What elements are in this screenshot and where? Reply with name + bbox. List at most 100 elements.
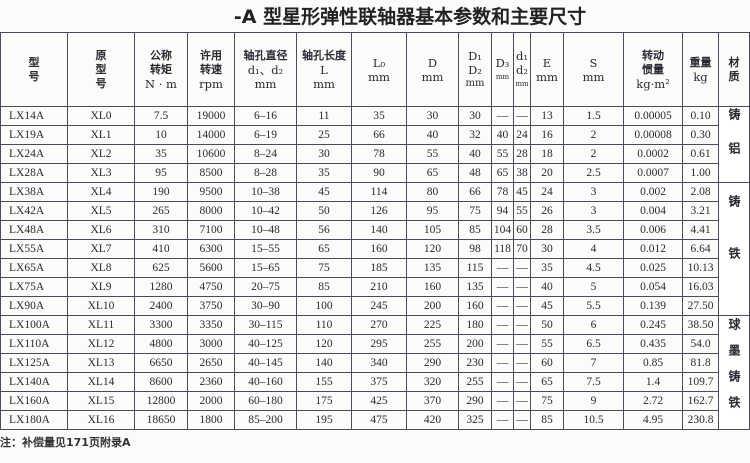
table-row: LX48A XL6 310 7100 10–48 56 140 105 85 104 60 28 3.5… xyxy=(0,220,750,240)
column-header: 公称 转矩 N · m xyxy=(134,32,188,107)
table-row: LX28A XL3 95 8500 8–28 35 90 65 48 65 38 20 2.5 0.000… xyxy=(0,163,750,183)
material-cell: 铸铁 xyxy=(718,182,750,316)
table-cell: 162.7 xyxy=(682,391,719,411)
table-cell: 0.00005 xyxy=(623,106,683,126)
table-cell: 4.5 xyxy=(563,258,624,278)
column-header: d₁ d₂ mm xyxy=(513,32,531,107)
table-cell: 0.0002 xyxy=(623,144,683,164)
table-cell: 10.13 xyxy=(682,258,719,278)
column-header: 转动 惯量 kg·m² xyxy=(623,32,683,107)
table-cell: 10 xyxy=(134,125,188,145)
table-cell: 1800 xyxy=(187,410,235,430)
table-cell: 45 xyxy=(530,296,564,316)
table-row: LX14A XL0 7.5 19000 6–16 11 35 30 30— —13 1.5 0.000… xyxy=(0,106,750,183)
table-cell: — xyxy=(513,334,531,354)
table-cell: 30 xyxy=(530,239,564,259)
table-cell: 0.435 xyxy=(623,334,683,354)
table-cell: 7 xyxy=(563,353,624,373)
table-cell: 12800 xyxy=(134,391,188,411)
table-cell: 35 xyxy=(530,258,564,278)
column-header-line: mm xyxy=(254,76,277,91)
column-header-line: kg xyxy=(693,69,708,84)
table-cell: 0.245 xyxy=(623,315,683,335)
table-cell: 375 xyxy=(351,372,407,392)
table-cell: 24 xyxy=(513,125,531,145)
table-cell: — xyxy=(513,296,531,316)
table-cell: 10–38 xyxy=(234,182,297,202)
table-cell: 2650 xyxy=(187,353,235,373)
table-cell: — xyxy=(491,296,514,316)
table-cell: 0.61 xyxy=(682,144,719,164)
footnote: 注：补偿量见171页附录A xyxy=(0,436,131,449)
table-cell: 30–90 xyxy=(234,296,297,316)
table-cell: 0.054 xyxy=(623,277,683,297)
model-cell: LX38A xyxy=(0,182,68,202)
table-cell: 210 xyxy=(351,277,407,297)
column-header: D₃ mm xyxy=(491,32,514,107)
column-header-line: 轴孔直径 xyxy=(243,48,288,62)
material-cell: 球墨铸铁 xyxy=(718,315,750,430)
table-cell: 94 xyxy=(491,201,514,221)
table-cell: XL0 xyxy=(67,106,135,126)
column-header-line: L₀ xyxy=(372,55,386,70)
table-cell: 50 xyxy=(530,315,564,335)
column-header-line: D₃ xyxy=(495,55,510,70)
table-row: LX65A XL8 625 5600 15–65 75 185 135 115— —35 4.5 0.… xyxy=(0,258,750,278)
table-cell: 410 xyxy=(134,239,188,259)
table-cell: 3.21 xyxy=(682,201,719,221)
table-cell: 25 xyxy=(296,125,352,145)
table-row: LX24A XL2 35 10600 8–24 30 78 55 40 55 28 18 2 0.0002… xyxy=(0,144,750,164)
table-cell: 18 xyxy=(530,144,564,164)
table-cell: 0.0007 xyxy=(623,163,683,183)
table-cell: 10600 xyxy=(187,144,235,164)
column-header-line: 转动 xyxy=(642,48,664,62)
table-cell: 6300 xyxy=(187,239,235,259)
column-header-line: mm xyxy=(582,69,605,84)
table-cell: XL16 xyxy=(67,410,135,430)
table-cell: 135 xyxy=(406,258,459,278)
table-cell: — xyxy=(491,277,514,297)
table-cell: 16.03 xyxy=(682,277,719,297)
table-cell: 20–75 xyxy=(234,277,297,297)
table-cell: 85 xyxy=(530,410,564,430)
table-cell: 2 xyxy=(563,125,624,145)
table-cell: 475 xyxy=(351,410,407,430)
table-cell: 8000 xyxy=(187,201,235,221)
table-cell: 81.8 xyxy=(682,353,719,373)
table-cell: 4750 xyxy=(187,277,235,297)
model-cell: LX160A xyxy=(0,391,68,411)
model-cell: LX90A xyxy=(0,296,68,316)
model-cell: LX65A xyxy=(0,258,68,278)
table-cell: XL13 xyxy=(67,353,135,373)
table-cell: 13 xyxy=(530,106,564,126)
table-cell: 38 xyxy=(513,163,531,183)
table-cell: 80 xyxy=(406,182,459,202)
column-header-line: N · m xyxy=(145,76,177,91)
model-cell: LX24A xyxy=(0,144,68,164)
model-cell: LX42A xyxy=(0,201,68,221)
column-header-line: 材 xyxy=(728,55,740,69)
table-row: LX100A XL11 3300 3350 30–115 110 270 225 180— —50… xyxy=(0,315,750,430)
table-cell: — xyxy=(513,391,531,411)
table-cell: XL14 xyxy=(67,372,135,392)
column-header-line: L xyxy=(320,62,328,77)
table-cell: 425 xyxy=(351,391,407,411)
table-cell: 175 xyxy=(296,391,352,411)
material-label: 球墨铸铁 xyxy=(727,318,741,422)
table-cell: 0.002 xyxy=(623,182,683,202)
table-cell: 104 xyxy=(491,220,514,240)
table-cell: 55 xyxy=(513,201,531,221)
material-label: 铸铝 xyxy=(727,108,741,176)
table-cell: 60 xyxy=(513,220,531,240)
table-cell: 110 xyxy=(296,315,352,335)
column-header-line: 惯量 xyxy=(642,62,664,76)
table-cell: 95 xyxy=(406,201,459,221)
table-cell: — xyxy=(513,410,531,430)
table-cell: 0.30 xyxy=(682,125,719,145)
table-cell: 40 xyxy=(491,125,514,145)
table-cell: 40–125 xyxy=(234,334,297,354)
column-header: 材质 xyxy=(718,32,750,107)
column-header-line: 原 xyxy=(95,48,107,62)
